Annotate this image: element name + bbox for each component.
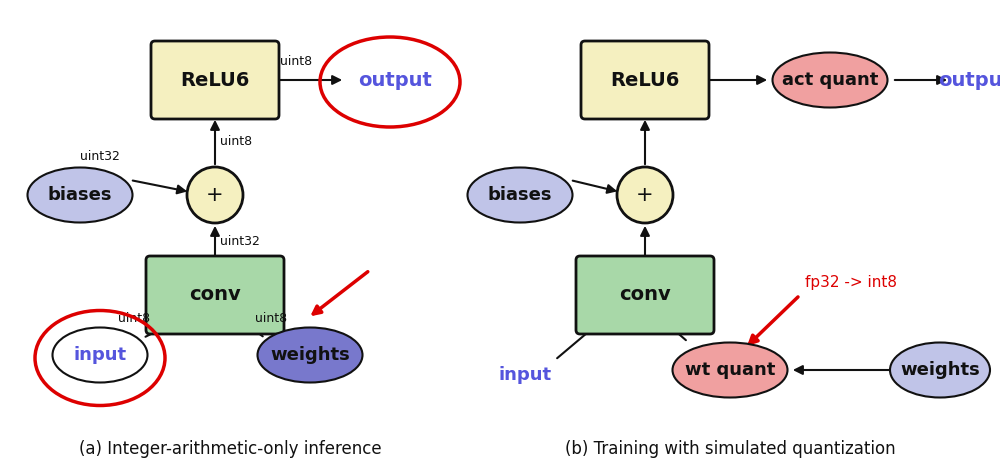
FancyBboxPatch shape [151, 41, 279, 119]
Text: (a) Integer-arithmetic-only inference: (a) Integer-arithmetic-only inference [79, 440, 381, 458]
Circle shape [617, 167, 673, 223]
Text: biases: biases [48, 186, 112, 204]
Text: +: + [206, 185, 224, 205]
Text: output: output [938, 70, 1000, 89]
Ellipse shape [672, 343, 788, 397]
Ellipse shape [28, 168, 132, 222]
Text: ReLU6: ReLU6 [180, 70, 250, 89]
FancyBboxPatch shape [146, 256, 284, 334]
Text: uint32: uint32 [220, 235, 260, 248]
Text: uint8: uint8 [255, 312, 287, 325]
Text: ReLU6: ReLU6 [610, 70, 680, 89]
Text: biases: biases [488, 186, 552, 204]
Text: wt quant: wt quant [685, 361, 775, 379]
Ellipse shape [52, 327, 148, 383]
Text: conv: conv [189, 286, 241, 305]
Text: uint32: uint32 [80, 150, 120, 163]
Text: input: input [73, 346, 127, 364]
Text: weights: weights [900, 361, 980, 379]
Text: (b) Training with simulated quantization: (b) Training with simulated quantization [565, 440, 895, 458]
Text: fp32 -> int8: fp32 -> int8 [805, 275, 897, 290]
Text: input: input [498, 366, 552, 384]
FancyBboxPatch shape [581, 41, 709, 119]
Text: +: + [636, 185, 654, 205]
Text: output: output [358, 70, 432, 89]
Circle shape [187, 167, 243, 223]
Ellipse shape [890, 343, 990, 397]
Ellipse shape [468, 168, 572, 222]
Text: uint8: uint8 [280, 55, 312, 68]
Text: uint8: uint8 [118, 312, 150, 325]
FancyBboxPatch shape [576, 256, 714, 334]
Text: act quant: act quant [782, 71, 878, 89]
Ellipse shape [258, 327, 362, 383]
Text: weights: weights [270, 346, 350, 364]
Ellipse shape [772, 52, 888, 108]
Text: conv: conv [619, 286, 671, 305]
Text: uint8: uint8 [220, 135, 252, 148]
